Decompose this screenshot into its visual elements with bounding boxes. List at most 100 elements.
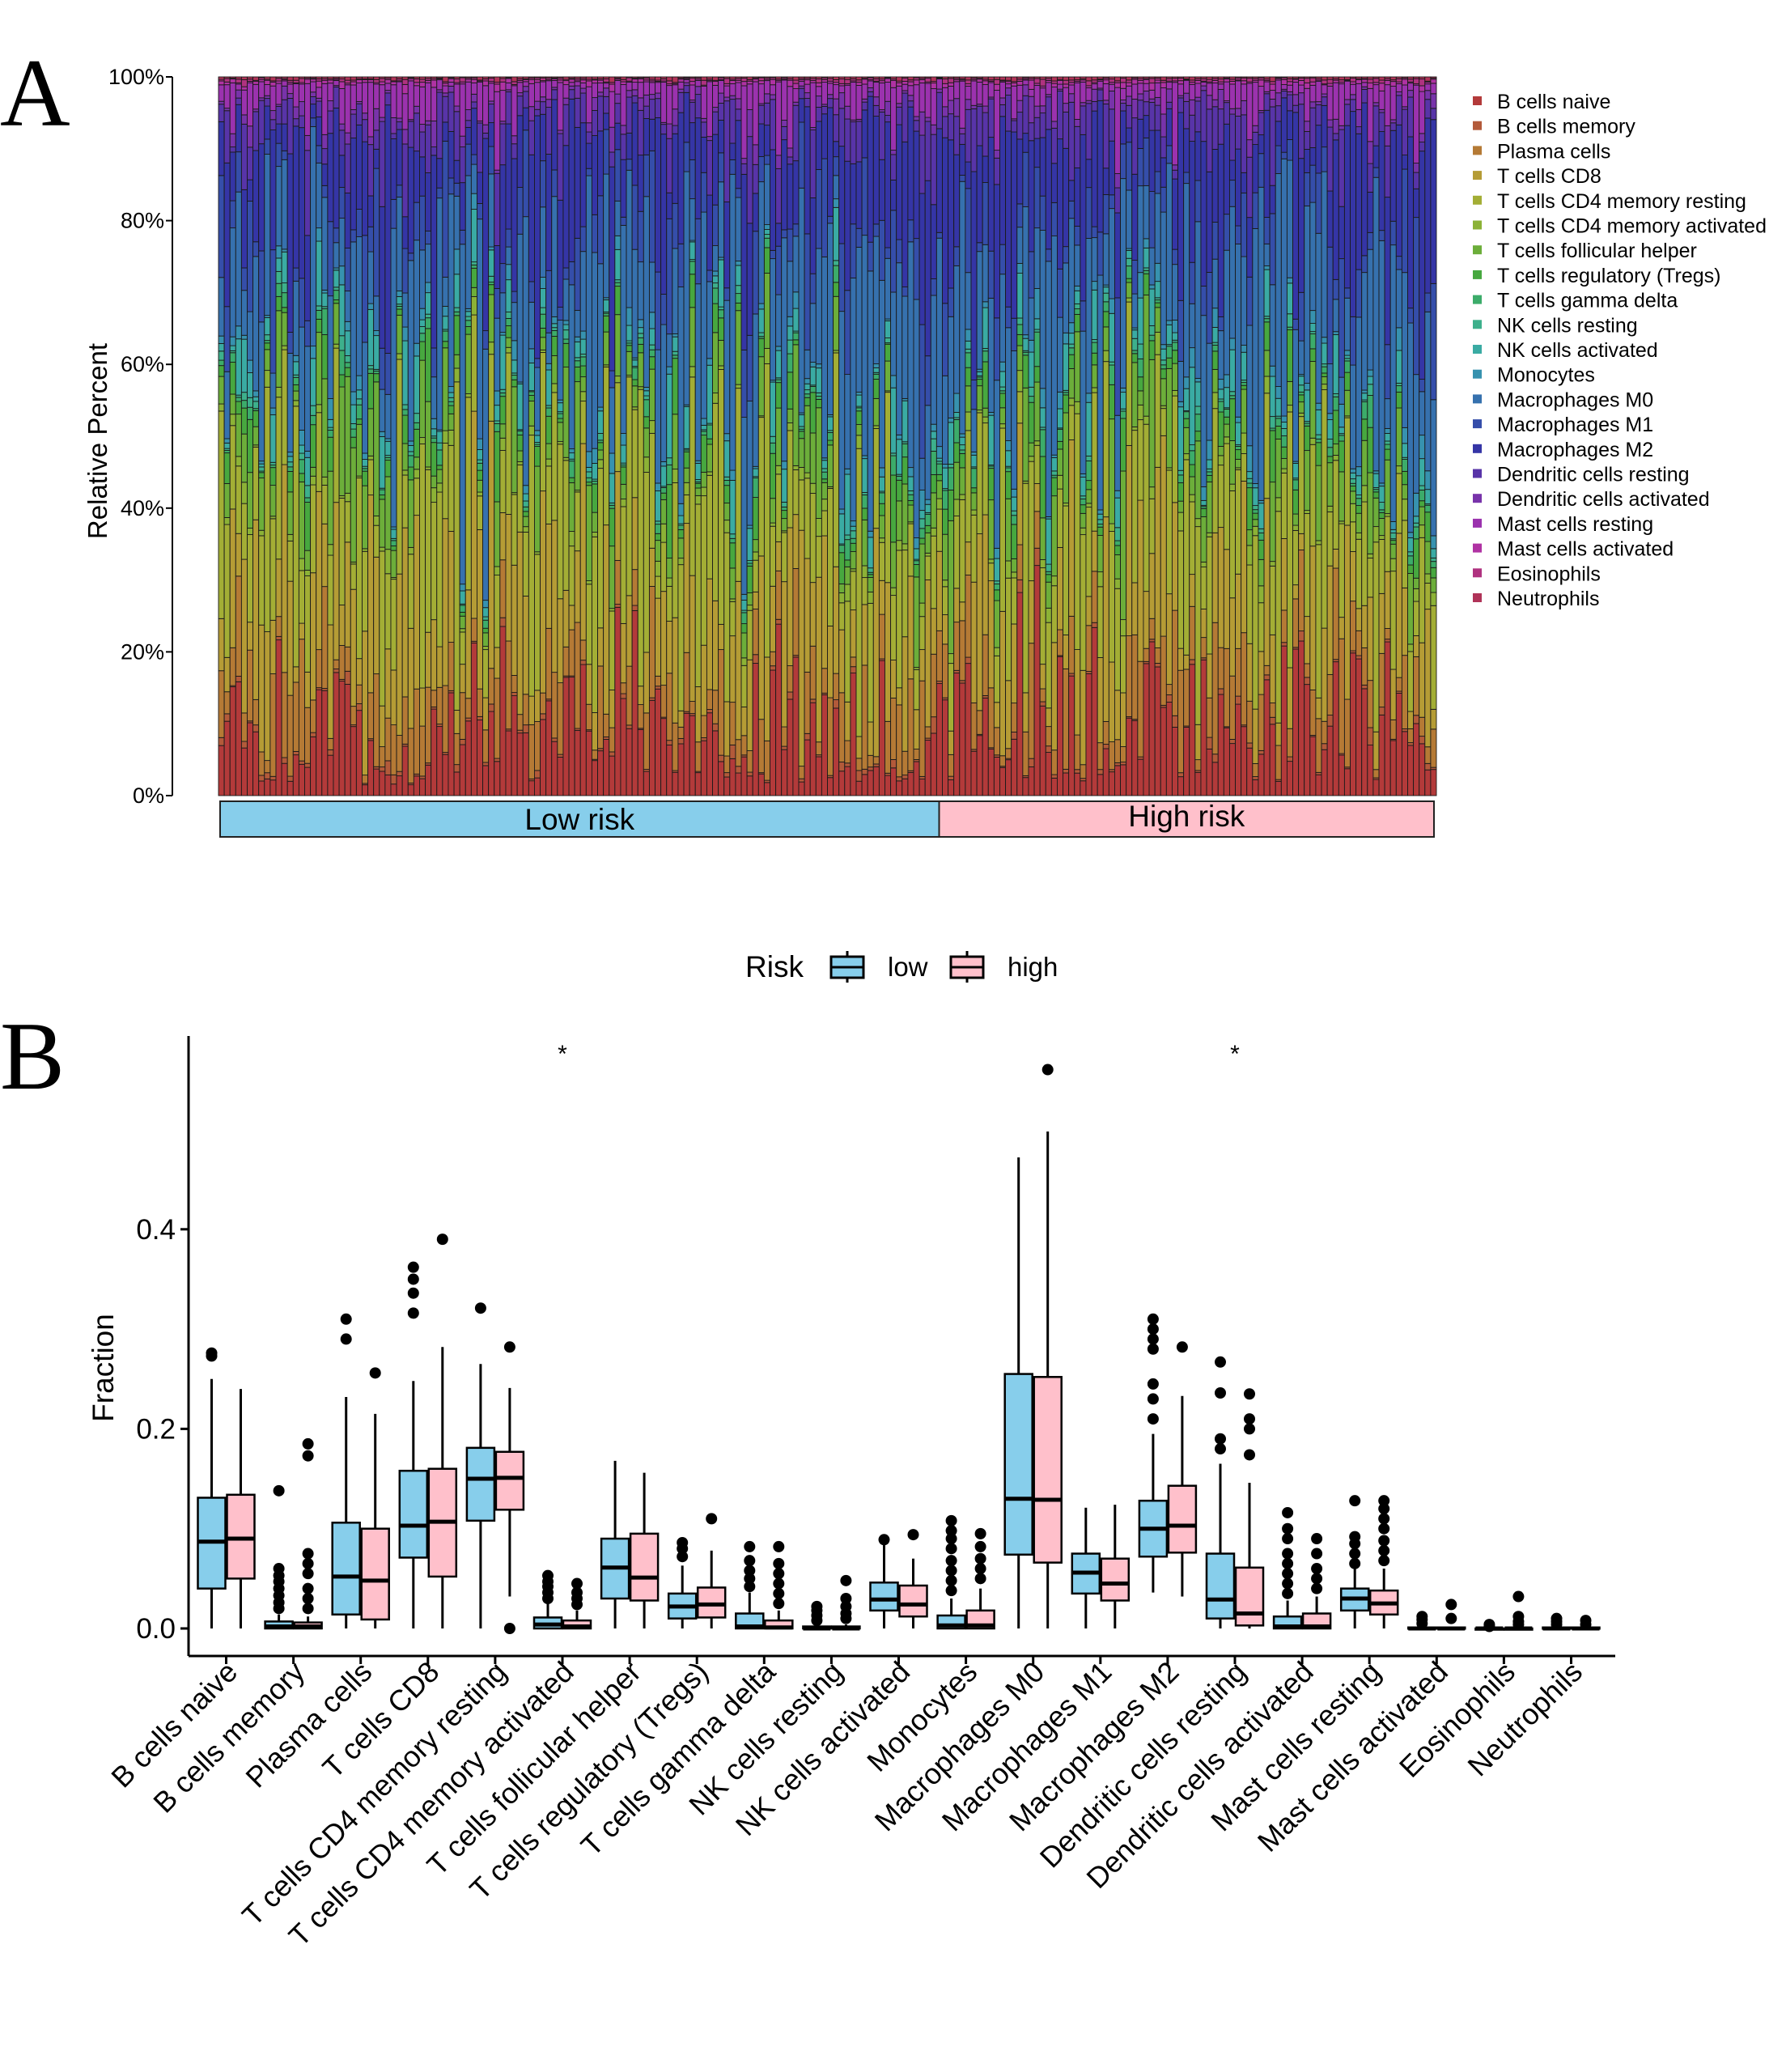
segment-3 [384,648,392,719]
segment-19 [1217,79,1224,83]
segment-3 [1413,635,1420,657]
sample-bar [838,76,846,796]
segment-2 [609,727,616,753]
segment-20 [286,76,294,81]
segment-11 [505,264,512,281]
segment-7 [540,327,547,338]
segment-17 [459,83,466,137]
segment-19 [1050,80,1058,84]
segment-0 [1361,688,1368,796]
segment-10 [844,473,851,536]
legend-swatch [1473,121,1482,130]
sample-bar [1154,76,1161,796]
low-outlier [945,1585,957,1597]
segment-7 [1413,538,1420,579]
segment-11 [269,407,277,415]
segment-8 [1407,555,1415,566]
segment-10 [436,431,443,444]
segment-12 [1177,360,1185,402]
segment-17 [223,84,231,109]
segment-13 [1309,164,1317,203]
segment-12 [390,227,397,528]
segment-0 [413,775,420,796]
segment-5 [407,546,414,555]
segment-10 [528,363,535,392]
segment-14 [1309,146,1317,166]
segment-11 [959,433,966,438]
segment-7 [1045,574,1052,583]
segment-10 [568,452,575,460]
sample-bar [545,76,553,796]
segment-20 [522,76,529,79]
segment-4 [729,601,736,637]
segment-12 [522,216,529,486]
segment-13 [597,195,605,265]
segment-14 [1343,125,1351,289]
segment-12 [327,295,334,399]
segment-15 [1258,112,1265,136]
segment-6 [1211,368,1219,393]
segment-0 [603,739,610,796]
segment-1 [1206,737,1213,749]
segment-1 [1080,778,1087,782]
segment-17 [545,80,553,100]
segment-5 [1338,520,1345,524]
segment-14 [1401,155,1408,170]
segment-16 [1206,95,1213,110]
segment-9 [735,285,742,295]
segment-15 [660,124,668,135]
segment-5 [1332,455,1339,461]
sample-bar [1430,76,1437,796]
segment-11 [648,312,655,329]
segment-16 [1407,90,1415,98]
segment-3 [1091,530,1098,572]
segment-11 [792,291,800,309]
segment-16 [970,104,978,109]
segment-20 [614,76,621,79]
segment-1 [459,738,466,745]
segment-0 [631,609,638,796]
segment-14 [1045,129,1052,250]
segment-20 [631,76,638,79]
segment-2 [935,630,943,682]
segment-12 [1028,297,1035,341]
segment-11 [488,246,495,251]
segment-17 [534,82,541,102]
segment-14 [821,113,828,159]
segment-6 [637,352,644,388]
segment-15 [470,101,477,109]
segment-10 [562,324,570,331]
segment-6 [706,444,713,473]
segment-1 [838,762,846,772]
segment-18 [355,79,363,83]
segment-2 [1309,689,1317,736]
segment-20 [1033,76,1041,79]
segment-16 [350,108,357,115]
segment-3 [275,558,282,618]
segment-8 [247,406,254,420]
segment-13 [425,230,432,245]
segment-0 [338,681,346,796]
segment-11 [1097,509,1104,515]
low-outlier [273,1484,285,1497]
segment-17 [1143,83,1150,91]
segment-15 [1372,105,1380,146]
segment-13 [1338,258,1345,378]
segment-5 [1298,412,1305,418]
sample-bar [511,76,518,796]
high-outlier [1176,1341,1188,1353]
segment-4 [637,388,644,687]
high-box [360,1527,390,1621]
segment-17 [442,85,449,94]
segment-14 [1395,124,1402,257]
segment-18 [1298,79,1305,86]
segment-12 [757,181,765,304]
segment-18 [1011,83,1018,87]
segment-0 [1395,693,1402,796]
segment-20 [1189,76,1196,81]
segment-4 [1074,413,1081,650]
segment-11 [240,334,248,340]
segment-11 [867,530,874,538]
segment-15 [867,91,874,97]
sample-bar [706,76,713,796]
